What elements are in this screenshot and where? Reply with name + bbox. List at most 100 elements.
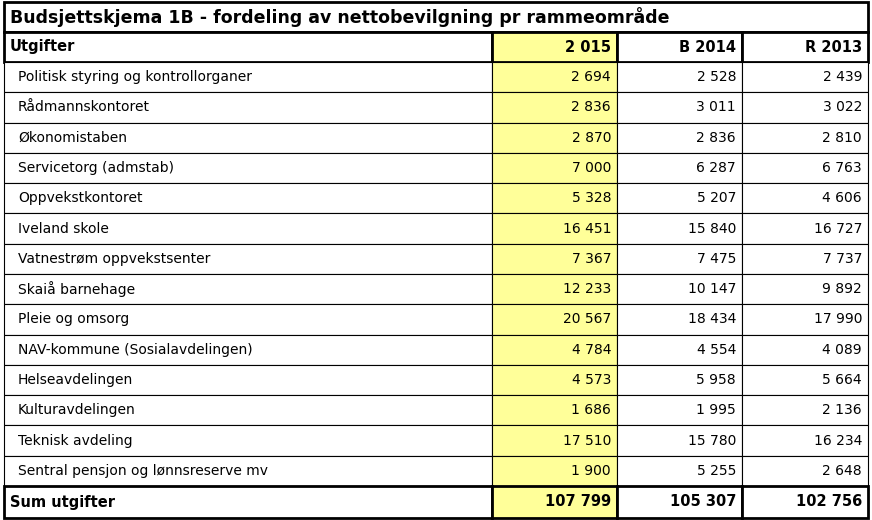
Text: NAV-kommune (Sosialavdelingen): NAV-kommune (Sosialavdelingen) <box>18 343 253 357</box>
Bar <box>742 153 868 183</box>
Bar <box>4 2 868 32</box>
Bar <box>617 304 742 334</box>
Bar <box>617 395 742 425</box>
Text: 16 727: 16 727 <box>814 222 862 236</box>
Bar <box>617 274 742 304</box>
Bar <box>742 456 868 486</box>
Text: 1 686: 1 686 <box>571 404 611 417</box>
Text: 12 233: 12 233 <box>562 282 611 296</box>
Text: 2 015: 2 015 <box>565 40 611 55</box>
Bar <box>742 425 868 456</box>
Bar <box>492 123 617 153</box>
Bar <box>617 365 742 395</box>
Text: 16 234: 16 234 <box>814 434 862 448</box>
Bar <box>617 183 742 213</box>
Bar <box>4 456 492 486</box>
Text: 2 439: 2 439 <box>822 70 862 84</box>
Text: 4 573: 4 573 <box>572 373 611 387</box>
Text: 16 451: 16 451 <box>562 222 611 236</box>
Text: Kulturavdelingen: Kulturavdelingen <box>18 404 136 417</box>
Text: 1 995: 1 995 <box>696 404 736 417</box>
Text: Rådmannskontoret: Rådmannskontoret <box>18 100 150 114</box>
Bar <box>492 32 617 62</box>
Bar <box>617 244 742 274</box>
Bar <box>617 456 742 486</box>
Bar <box>742 244 868 274</box>
Text: 10 147: 10 147 <box>688 282 736 296</box>
Bar <box>4 395 492 425</box>
Bar <box>617 92 742 123</box>
Text: Vatnestrøm oppvekstsenter: Vatnestrøm oppvekstsenter <box>18 252 210 266</box>
Bar <box>492 425 617 456</box>
Text: Budsjettskjema 1B - fordeling av nettobevilgning pr rammeområde: Budsjettskjema 1B - fordeling av nettobe… <box>10 7 670 27</box>
Text: 20 567: 20 567 <box>562 313 611 327</box>
Text: 2 648: 2 648 <box>822 464 862 478</box>
Text: Oppvekstkontoret: Oppvekstkontoret <box>18 191 142 205</box>
Bar <box>617 32 742 62</box>
Text: 102 756: 102 756 <box>796 495 862 510</box>
Text: 105 307: 105 307 <box>670 495 736 510</box>
Bar <box>617 123 742 153</box>
Bar <box>617 153 742 183</box>
Bar <box>742 365 868 395</box>
Text: Sum utgifter: Sum utgifter <box>10 495 115 510</box>
Bar <box>492 304 617 334</box>
Bar <box>4 123 492 153</box>
Bar <box>742 274 868 304</box>
Text: 3 011: 3 011 <box>697 100 736 114</box>
Text: 2 810: 2 810 <box>822 131 862 145</box>
Text: Skaiå barnehage: Skaiå barnehage <box>18 281 135 297</box>
Text: 6 287: 6 287 <box>697 161 736 175</box>
Text: R 2013: R 2013 <box>805 40 862 55</box>
Bar <box>492 365 617 395</box>
Text: Politisk styring og kontrollorganer: Politisk styring og kontrollorganer <box>18 70 252 84</box>
Text: 7 000: 7 000 <box>572 161 611 175</box>
Bar <box>492 274 617 304</box>
Text: 4 554: 4 554 <box>697 343 736 357</box>
Text: 4 784: 4 784 <box>571 343 611 357</box>
Bar <box>492 153 617 183</box>
Text: 5 664: 5 664 <box>822 373 862 387</box>
Bar <box>617 213 742 244</box>
Bar <box>4 153 492 183</box>
Bar <box>4 183 492 213</box>
Text: 18 434: 18 434 <box>688 313 736 327</box>
Bar <box>742 32 868 62</box>
Bar <box>492 62 617 92</box>
Text: 3 022: 3 022 <box>822 100 862 114</box>
Text: 5 207: 5 207 <box>697 191 736 205</box>
Text: 7 737: 7 737 <box>822 252 862 266</box>
Text: Helseavdelingen: Helseavdelingen <box>18 373 133 387</box>
Bar <box>492 213 617 244</box>
Bar <box>4 425 492 456</box>
Bar <box>742 213 868 244</box>
Text: 15 780: 15 780 <box>688 434 736 448</box>
Bar <box>4 244 492 274</box>
Text: 15 840: 15 840 <box>688 222 736 236</box>
Bar <box>742 304 868 334</box>
Text: 2 836: 2 836 <box>571 100 611 114</box>
Text: 107 799: 107 799 <box>545 495 611 510</box>
Text: 4 606: 4 606 <box>822 191 862 205</box>
Text: Økonomistaben: Økonomistaben <box>18 131 127 145</box>
Text: B 2014: B 2014 <box>679 40 736 55</box>
Bar <box>742 395 868 425</box>
Bar <box>742 62 868 92</box>
Bar <box>617 425 742 456</box>
Text: 2 136: 2 136 <box>822 404 862 417</box>
Bar <box>4 32 492 62</box>
Text: Iveland skole: Iveland skole <box>18 222 109 236</box>
Bar <box>4 274 492 304</box>
Text: Servicetorg (admstab): Servicetorg (admstab) <box>18 161 174 175</box>
Bar <box>4 365 492 395</box>
Bar <box>492 395 617 425</box>
Text: 2 870: 2 870 <box>571 131 611 145</box>
Text: 2 836: 2 836 <box>697 131 736 145</box>
Bar <box>492 92 617 123</box>
Bar <box>4 62 492 92</box>
Bar <box>742 183 868 213</box>
Bar <box>617 334 742 365</box>
Text: 5 255: 5 255 <box>697 464 736 478</box>
Text: 5 328: 5 328 <box>571 191 611 205</box>
Bar <box>492 456 617 486</box>
